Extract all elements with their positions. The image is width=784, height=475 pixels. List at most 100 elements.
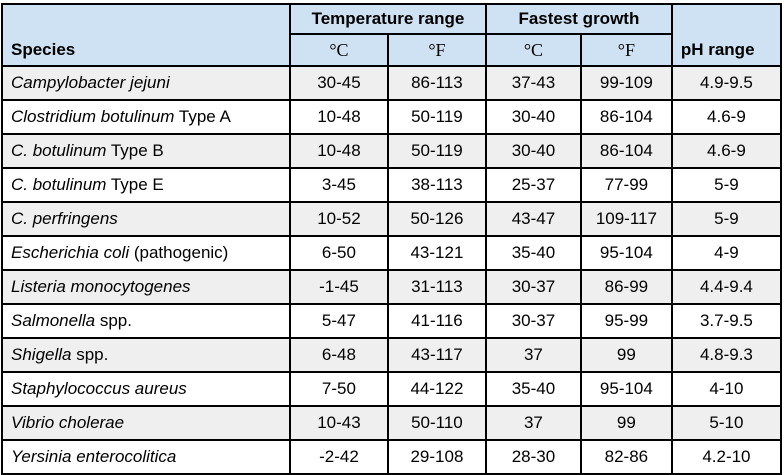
table-row: Staphylococcus aureus 7-50 44-122 35-40 … — [1, 371, 783, 407]
species-cell: Escherichia coli (pathogenic) — [1, 235, 291, 271]
species-cell: Salmonella spp. — [1, 303, 291, 339]
species-name-italic: C. botulinum — [11, 175, 107, 194]
fastest-growth-f-cell: 109-117 — [579, 201, 673, 237]
fastest-growth-celsius-header: °C — [484, 33, 582, 67]
species-name-italic: Vibrio cholerae — [11, 413, 125, 432]
temp-range-f-cell: 29-108 — [386, 439, 487, 475]
ph-range-cell: 5-9 — [670, 167, 783, 203]
temp-range-f-cell: 86-113 — [386, 65, 487, 101]
species-name-italic: Shigella — [11, 345, 72, 364]
table-row: Escherichia coli (pathogenic) 6-50 43-12… — [1, 235, 783, 271]
species-cell: C. perfringens — [1, 201, 291, 237]
temp-range-f-cell: 43-117 — [386, 337, 487, 373]
species-name-suffix: (pathogenic) — [129, 243, 229, 262]
table-row: Vibrio cholerae 10-43 50-110 37 99 5-10 — [1, 405, 783, 441]
species-name-italic: C. perfringens — [11, 209, 118, 228]
species-name-italic: Clostridium botulinum — [11, 107, 175, 126]
table-row: Clostridium botulinum Type A 10-48 50-11… — [1, 99, 783, 135]
temp-range-f-cell: 50-110 — [386, 405, 487, 441]
species-name-suffix: spp. — [71, 345, 109, 364]
fastest-growth-c-cell: 28-30 — [484, 439, 582, 475]
ph-range-column-header: pH range — [670, 3, 783, 67]
ph-range-cell: 5-10 — [670, 405, 783, 441]
bacteria-growth-table: Species Temperature range Fastest growth… — [1, 3, 783, 475]
ph-range-cell: 4-9 — [670, 235, 783, 271]
table-row: Campylobacter jejuni 30-45 86-113 37-43 … — [1, 65, 783, 101]
species-name-suffix: Type B — [106, 141, 164, 160]
species-cell: Vibrio cholerae — [1, 405, 291, 441]
temp-range-f-cell: 31-113 — [386, 269, 487, 305]
header-row-groups: Species Temperature range Fastest growth… — [1, 3, 783, 67]
fastest-growth-f-cell: 82-86 — [579, 439, 673, 475]
species-cell: Yersinia enterocolitica — [1, 439, 291, 475]
temp-range-c-cell: 7-50 — [288, 371, 389, 407]
species-cell: Clostridium botulinum Type A — [1, 99, 291, 135]
temp-range-f-cell: 44-122 — [386, 371, 487, 407]
fastest-growth-c-cell: 35-40 — [484, 235, 582, 271]
table-row: Salmonella spp. 5-47 41-116 30-37 95-99 … — [1, 303, 783, 339]
ph-range-cell: 4.9-9.5 — [670, 65, 783, 101]
species-cell: Listeria monocytogenes — [1, 269, 291, 305]
fastest-growth-c-cell: 43-47 — [484, 201, 582, 237]
ph-range-cell: 4.4-9.4 — [670, 269, 783, 305]
temp-range-c-cell: 30-45 — [288, 65, 389, 101]
table-body: Campylobacter jejuni 30-45 86-113 37-43 … — [1, 65, 783, 475]
table-row: Shigella spp. 6-48 43-117 37 99 4.8-9.3 — [1, 337, 783, 373]
temp-range-c-cell: -2-42 — [288, 439, 389, 475]
temp-range-c-cell: 10-52 — [288, 201, 389, 237]
fastest-growth-f-cell: 99 — [579, 337, 673, 373]
temp-range-c-cell: 6-50 — [288, 235, 389, 271]
temp-range-f-cell: 50-119 — [386, 99, 487, 135]
temp-range-fahrenheit-header: °F — [386, 33, 487, 67]
ph-range-cell: 4.6-9 — [670, 133, 783, 169]
species-cell: C. botulinum Type E — [1, 167, 291, 203]
ph-range-cell: 3.7-9.5 — [670, 303, 783, 339]
species-name-italic: Staphylococcus aureus — [11, 379, 187, 398]
fastest-growth-f-cell: 86-104 — [579, 133, 673, 169]
temp-range-c-cell: 5-47 — [288, 303, 389, 339]
species-cell: Shigella spp. — [1, 337, 291, 373]
temp-range-c-cell: 10-48 — [288, 133, 389, 169]
temperature-range-header: Temperature range — [288, 3, 487, 35]
fastest-growth-c-cell: 37 — [484, 337, 582, 373]
fastest-growth-c-cell: 25-37 — [484, 167, 582, 203]
fastest-growth-f-cell: 77-99 — [579, 167, 673, 203]
temp-range-f-cell: 41-116 — [386, 303, 487, 339]
temp-range-c-cell: -1-45 — [288, 269, 389, 305]
temp-range-f-cell: 50-119 — [386, 133, 487, 169]
fastest-growth-c-cell: 30-37 — [484, 303, 582, 339]
temp-range-c-cell: 3-45 — [288, 167, 389, 203]
fastest-growth-f-cell: 95-99 — [579, 303, 673, 339]
species-name-italic: C. botulinum — [11, 141, 107, 160]
fastest-growth-f-cell: 99-109 — [579, 65, 673, 101]
temp-range-celsius-header: °C — [288, 33, 389, 67]
temp-range-f-cell: 43-121 — [386, 235, 487, 271]
species-name-italic: Escherichia coli — [11, 243, 130, 262]
species-name-italic: Salmonella — [11, 311, 96, 330]
temp-range-c-cell: 6-48 — [288, 337, 389, 373]
table-row: C. botulinum Type B 10-48 50-119 30-40 8… — [1, 133, 783, 169]
fastest-growth-c-cell: 37-43 — [484, 65, 582, 101]
header-row-units: °C °F °C °F — [2, 33, 781, 67]
fastest-growth-header: Fastest growth — [484, 3, 673, 35]
table-row: C. botulinum Type E 3-45 38-113 25-37 77… — [1, 167, 783, 203]
species-cell: C. botulinum Type B — [1, 133, 291, 169]
table-row: C. perfringens 10-52 50-126 43-47 109-11… — [1, 201, 783, 237]
fastest-growth-f-cell: 95-104 — [579, 371, 673, 407]
fastest-growth-c-cell: 30-40 — [484, 133, 582, 169]
ph-range-cell: 4.2-10 — [670, 439, 783, 475]
ph-range-cell: 4-10 — [670, 371, 783, 407]
species-name-suffix: Type E — [106, 175, 164, 194]
species-name-suffix: Type A — [174, 107, 231, 126]
species-column-header: Species — [1, 3, 291, 67]
species-cell: Staphylococcus aureus — [1, 371, 291, 407]
species-name-suffix: spp. — [95, 311, 132, 330]
temp-range-f-cell: 50-126 — [386, 201, 487, 237]
fastest-growth-c-cell: 37 — [484, 405, 582, 441]
temp-range-c-cell: 10-43 — [288, 405, 389, 441]
species-cell: Campylobacter jejuni — [1, 65, 291, 101]
species-name-italic: Campylobacter jejuni — [11, 73, 170, 92]
fastest-growth-c-cell: 30-37 — [484, 269, 582, 305]
ph-range-cell: 5-9 — [670, 201, 783, 237]
fastest-growth-f-cell: 86-99 — [579, 269, 673, 305]
